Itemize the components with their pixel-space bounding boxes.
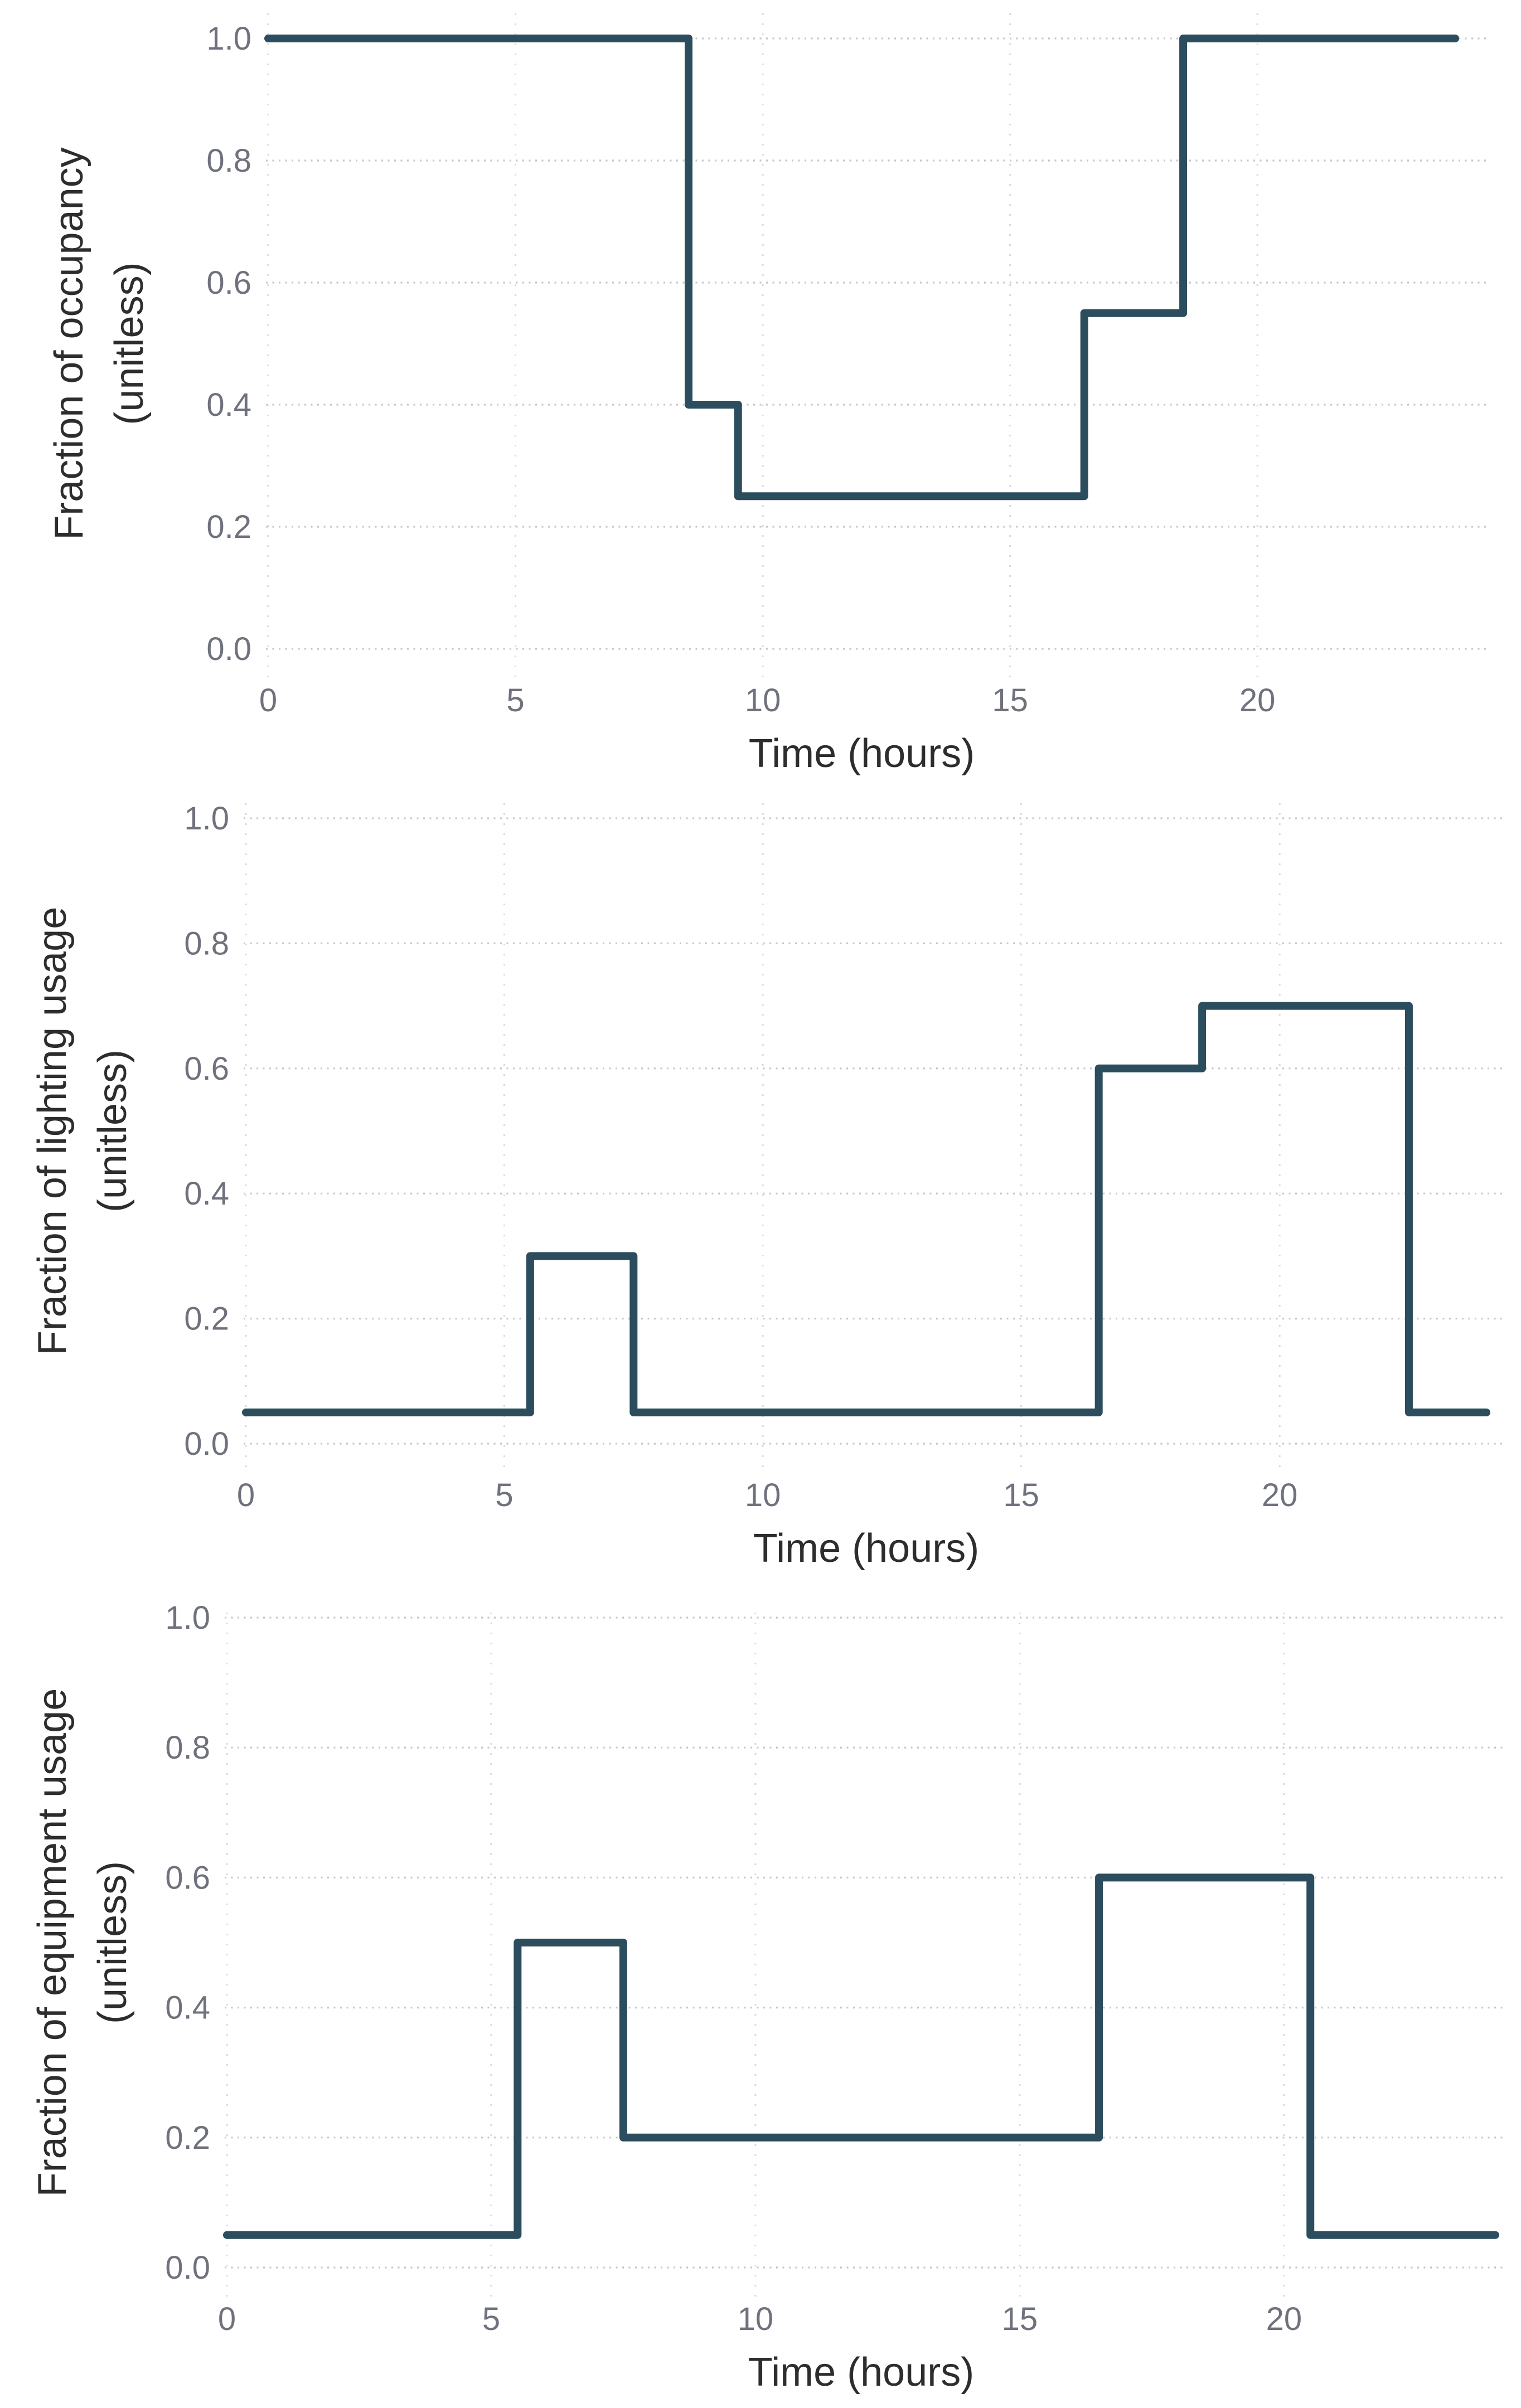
y-axis-title-line1: Fraction of lighting usage <box>30 907 75 1355</box>
y-tick-label: 0.2 <box>206 509 251 545</box>
x-tick-label: 5 <box>506 682 524 718</box>
y-tick-label: 0.0 <box>206 631 251 667</box>
occupancy-schedule-step-line <box>264 35 1459 501</box>
equipment-usage-chart: 0.0 0.2 0.4 0.6 0.8 1.0 0 5 10 15 20 Time (hours) Fr… <box>0 1605 1521 2408</box>
x-tick-label: 0 <box>218 2301 236 2337</box>
y-tick-label: 0.6 <box>165 1860 210 1896</box>
equipment-usage-schedule-step-line <box>223 1873 1499 2239</box>
x-tick-label: 10 <box>745 1477 781 1513</box>
y-tick-label: 0.4 <box>165 1990 210 2026</box>
x-tick-label: 5 <box>482 2301 500 2337</box>
x-axis-title: Time (hours) <box>748 2350 974 2395</box>
x-axis-title: Time (hours) <box>749 731 975 776</box>
x-tick-label: 20 <box>1262 1477 1298 1513</box>
x-tick-label: 15 <box>992 682 1028 718</box>
y-axis-title-line1: Fraction of equipment usage <box>30 1688 75 2197</box>
lighting-usage-chart: 0.0 0.2 0.4 0.6 0.8 1.0 0 5 10 15 20 Time (hours) Fr… <box>0 803 1521 1605</box>
occupancy-chart: 0.0 0.2 0.4 0.6 0.8 1.0 0 5 10 15 20 Time (hours) Fr… <box>0 0 1521 803</box>
y-tick-label: 0.4 <box>184 1176 229 1212</box>
x-tick-label: 15 <box>1002 2301 1038 2337</box>
y-tick-label: 0.8 <box>206 143 251 179</box>
lighting-usage-schedule-step-line <box>242 1002 1490 1416</box>
x-tick-label: 10 <box>745 682 781 718</box>
y-tick-label: 0.2 <box>184 1301 229 1337</box>
y-tick-label: 0.2 <box>165 2120 210 2156</box>
y-tick-label: 1.0 <box>165 1605 210 1636</box>
x-tick-label: 20 <box>1266 2301 1302 2337</box>
occupancy-schedule-svg: 0.0 0.2 0.4 0.6 0.8 1.0 0 5 10 15 20 Time (hours) Fr… <box>47 13 1486 776</box>
y-tick-label: 0.8 <box>184 925 229 962</box>
y-tick-label: 1.0 <box>184 803 229 837</box>
x-tick-label: 0 <box>259 682 277 718</box>
y-tick-label: 0.6 <box>184 1051 229 1087</box>
y-tick-label: 0.0 <box>184 1426 229 1462</box>
y-tick-label: 1.0 <box>206 21 251 57</box>
y-axis-title-line2: (unitless) <box>90 1050 135 1212</box>
y-axis-title-line1: Fraction of occupancy <box>47 147 91 540</box>
x-tick-label: 10 <box>738 2301 774 2337</box>
x-tick-label: 15 <box>1003 1477 1039 1513</box>
y-tick-label: 0.8 <box>165 1730 210 1766</box>
equipment-usage-schedule-svg: 0.0 0.2 0.4 0.6 0.8 1.0 0 5 10 15 20 Time (hours) Fr… <box>30 1605 1505 2395</box>
x-tick-label: 20 <box>1239 682 1276 718</box>
x-tick-label: 0 <box>237 1477 255 1513</box>
y-axis-title-line2: (unitless) <box>107 262 152 425</box>
lighting-usage-schedule-svg: 0.0 0.2 0.4 0.6 0.8 1.0 0 5 10 15 20 Time (hours) Fr… <box>30 803 1505 1571</box>
y-axis-title-line2: (unitless) <box>90 1861 135 2024</box>
y-tick-label: 0.6 <box>206 265 251 301</box>
y-tick-label: 0.4 <box>206 387 251 423</box>
y-tick-label: 0.0 <box>165 2250 210 2286</box>
x-axis-title: Time (hours) <box>753 1526 979 1571</box>
x-tick-label: 5 <box>495 1477 513 1513</box>
